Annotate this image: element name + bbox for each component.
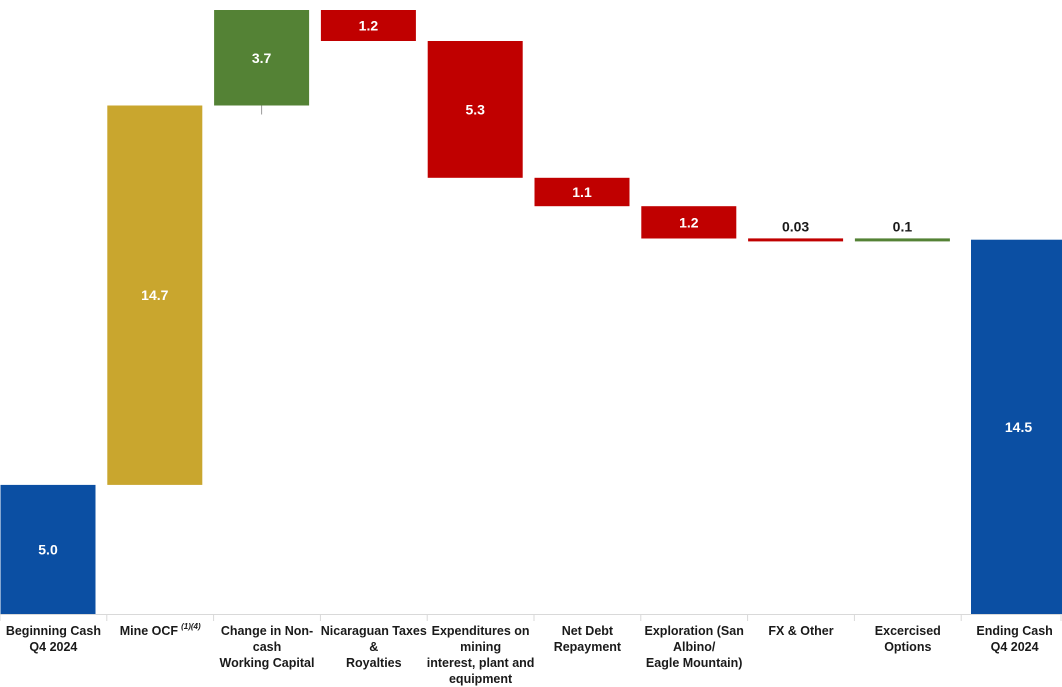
category-label-line: FX & Other <box>768 624 833 638</box>
category-label-line: Net Debt Repayment <box>554 624 621 654</box>
category-label-0: Beginning Cash Q4 2024 <box>0 623 109 655</box>
bar-7 <box>748 238 843 241</box>
category-label-line: Working Capital <box>220 656 315 670</box>
category-label-line: Expenditures on mining <box>432 624 530 654</box>
category-label-line: interest, plant and <box>427 656 535 670</box>
value-label-2: 3.7 <box>252 50 272 66</box>
category-label-line: Eagle Mountain) <box>646 656 743 670</box>
value-label-7: 0.03 <box>782 218 809 234</box>
category-label-line: Options <box>884 640 931 654</box>
category-label-line: Excercised <box>875 624 941 638</box>
value-label-9: 14.5 <box>1005 419 1032 435</box>
value-label-4: 5.3 <box>465 101 485 117</box>
value-label-1: 14.7 <box>141 287 168 303</box>
value-label-6: 1.2 <box>679 214 699 230</box>
category-label-line: Mine OCF <box>120 624 178 638</box>
category-label-7: FX & Other <box>745 623 857 639</box>
category-label-line: Q4 2024 <box>29 640 77 654</box>
value-label-8: 0.1 <box>893 218 913 234</box>
category-label-8: Excercised Options <box>852 623 964 655</box>
category-label-line: equipment <box>449 672 512 686</box>
category-label-line: Beginning Cash <box>6 624 101 638</box>
value-label-3: 1.2 <box>359 18 379 34</box>
bars-group <box>1 10 1062 614</box>
bar-8 <box>855 238 950 241</box>
category-label-line: Change in Non-cash <box>221 624 313 654</box>
category-label-5: Net Debt Repayment <box>531 623 643 655</box>
category-label-1: Mine OCF(1)(4) <box>104 623 216 639</box>
category-label-3: Nicaraguan Taxes & Royalties <box>318 623 430 671</box>
footnote-mark: (1)(4) <box>181 622 201 631</box>
value-label-0: 5.0 <box>38 542 58 558</box>
category-label-line: Royalties <box>346 656 402 670</box>
category-label-line: Albino/ <box>673 640 715 654</box>
category-label-line: Nicaraguan Taxes & <box>321 624 427 654</box>
x-axis <box>0 614 1062 621</box>
category-label-6: Exploration (San Albino/Eagle Mountain) <box>638 623 750 671</box>
category-label-line: Ending Cash <box>976 624 1052 638</box>
category-label-line: Q4 2024 <box>991 640 1039 654</box>
value-label-5: 1.1 <box>572 184 592 200</box>
category-label-4: Expenditures on mining interest, plant an… <box>425 623 537 687</box>
category-label-2: Change in Non-cash Working Capital <box>211 623 323 671</box>
category-label-line: Exploration (San <box>645 624 744 638</box>
category-label-9: Ending Cash Q4 2024 <box>959 623 1062 655</box>
